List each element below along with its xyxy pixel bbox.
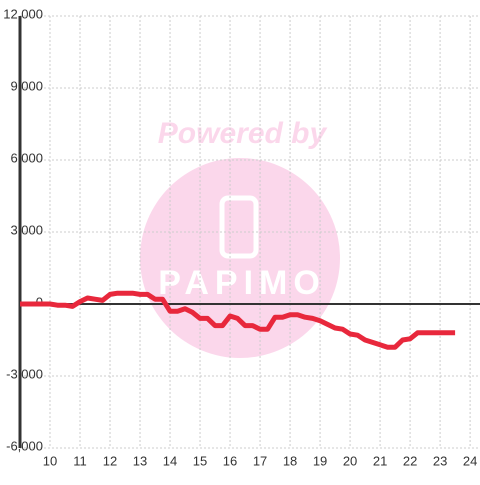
y-tick-label: 6,000	[10, 150, 43, 165]
y-tick-label: 3,000	[10, 222, 43, 237]
watermark-title: Powered by	[158, 117, 328, 150]
series-line	[20, 290, 456, 350]
y-tick-label: -3,000	[6, 366, 43, 381]
x-tick-label: 14	[163, 453, 177, 468]
x-tick-label: 13	[133, 453, 147, 468]
x-tick-label: 18	[283, 453, 297, 468]
x-tick-label: 17	[253, 453, 267, 468]
x-tick-label: 19	[313, 453, 327, 468]
x-tick-label: 20	[343, 453, 357, 468]
x-tick-label: 11	[73, 453, 87, 468]
watermark-icon	[219, 195, 259, 259]
x-tick-label: 22	[403, 453, 417, 468]
x-tick-label: 21	[373, 453, 387, 468]
x-tick-label: 12	[103, 453, 117, 468]
y-tick-label: -6,000	[6, 438, 43, 453]
x-tick-label: 16	[223, 453, 237, 468]
x-tick-label: 23	[433, 453, 447, 468]
y-tick-label: 12,000	[3, 6, 43, 21]
y-tick-label: 9,000	[10, 78, 43, 93]
x-tick-label: 10	[43, 453, 57, 468]
x-tick-label: 24	[463, 453, 477, 468]
x-tick-label: 15	[193, 453, 207, 468]
watermark-brand: PAPIMO	[158, 264, 326, 302]
